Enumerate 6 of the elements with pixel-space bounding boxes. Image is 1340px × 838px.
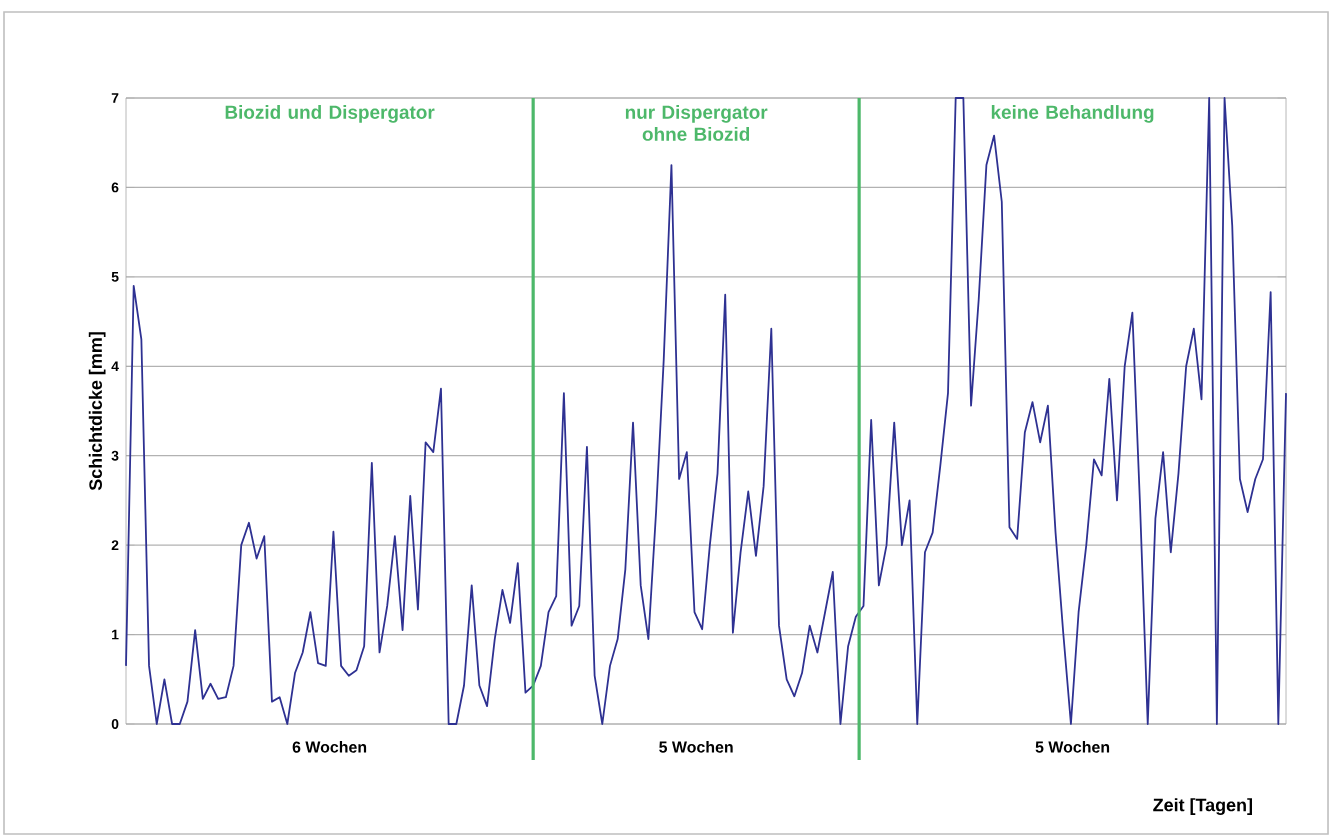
annotation: Biozid und Dispergator <box>225 105 435 123</box>
x-axis-title: Zeit [Tagen] <box>1153 798 1252 815</box>
annotation: keine Behandlung <box>991 105 1154 123</box>
y-axis-title: Schichtdicke [mm] <box>88 332 106 491</box>
annotation: nur Dispergator ohne Biozid <box>625 105 768 141</box>
line-series <box>125 97 1287 725</box>
